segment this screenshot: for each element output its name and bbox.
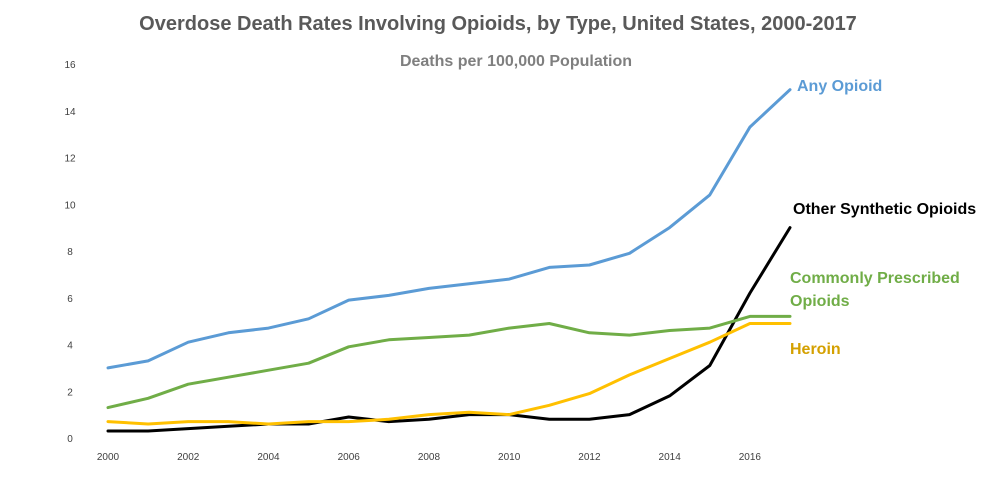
series-line-any-opioid (106, 88, 792, 370)
y-tick-label: 2 (67, 387, 73, 398)
series-label-heroin: Heroin (790, 341, 841, 358)
series-label-commonly-prescribed-opioids: Commonly Prescribed (790, 270, 960, 287)
series-line-other-synthetic-opioids (106, 226, 792, 433)
y-tick-label: 6 (67, 294, 73, 305)
series-label-commonly-prescribed-opioids: Opioids (790, 293, 850, 310)
x-tick-label: 2014 (659, 452, 682, 463)
x-tick-label: 2000 (97, 452, 120, 463)
series-line-commonly-prescribed-opioids (106, 314, 792, 410)
chart-title: Overdose Death Rates Involving Opioids, … (139, 13, 857, 35)
y-tick-label: 4 (67, 341, 73, 352)
y-axis: 0 2 4 6 8 10 12 14 16 (64, 60, 76, 445)
series-lines (106, 88, 792, 433)
x-tick-label: 2004 (257, 452, 280, 463)
series-labels: Any Opioid Other Synthetic Opioids Commonl… (790, 78, 976, 358)
x-tick-label: 2012 (578, 452, 601, 463)
y-tick-label: 16 (64, 60, 76, 71)
chart-subtitle: Deaths per 100,000 Population (400, 53, 632, 70)
x-axis: 2000 2002 2004 2006 2008 2010 2012 2014 2016 (97, 452, 762, 463)
x-tick-label: 2006 (338, 452, 361, 463)
series-label-other-synthetic-opioids: Other Synthetic Opioids (793, 201, 976, 218)
x-tick-label: 2010 (498, 452, 521, 463)
x-tick-label: 2002 (177, 452, 200, 463)
y-tick-label: 0 (67, 434, 73, 445)
y-tick-label: 14 (64, 107, 76, 118)
series-label-any-opioid: Any Opioid (797, 78, 882, 95)
x-tick-label: 2016 (739, 452, 762, 463)
x-tick-label: 2008 (418, 452, 441, 463)
series-line-heroin (106, 322, 792, 426)
y-tick-label: 8 (67, 247, 73, 258)
y-tick-label: 10 (64, 200, 76, 211)
y-tick-label: 12 (64, 154, 76, 165)
